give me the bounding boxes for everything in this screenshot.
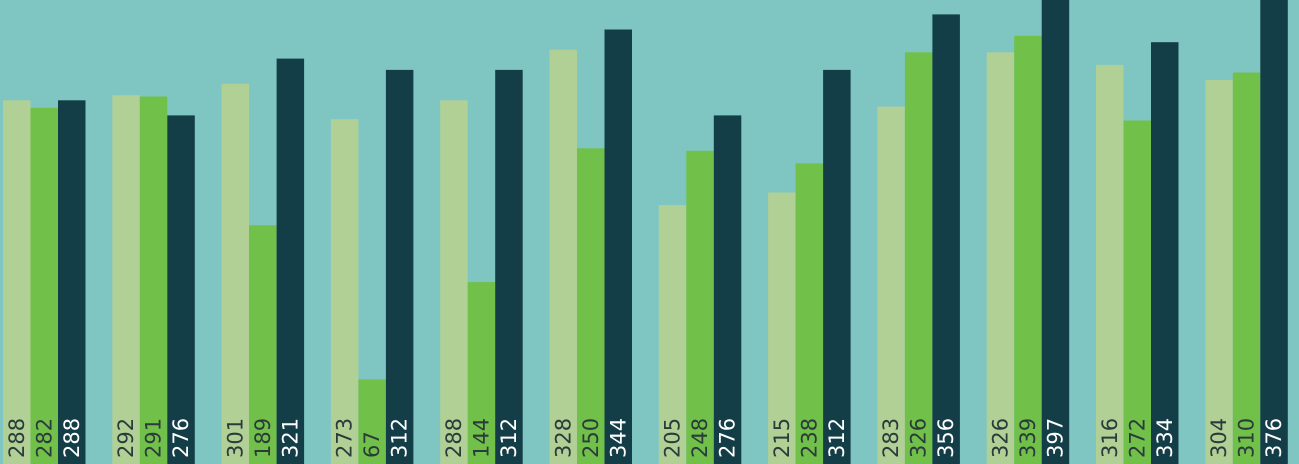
bar-label-s1-g5: 288 xyxy=(442,418,466,458)
bar-label-s2-g8: 238 xyxy=(797,418,821,458)
bar-s2-g5 xyxy=(467,282,496,464)
bar-label-s2-g3: 189 xyxy=(251,418,275,458)
bar-label-s3-g10: 397 xyxy=(1043,418,1067,458)
bar-s2-g7 xyxy=(686,150,714,464)
bar-label-s3-g3: 321 xyxy=(278,418,302,458)
bar-s2-g10 xyxy=(1014,35,1042,464)
bar-s1-g8 xyxy=(768,192,796,464)
bar-label-s2-g5: 144 xyxy=(469,418,493,458)
bar-label-s3-g2: 276 xyxy=(169,418,193,458)
bar-label-s2-g1: 282 xyxy=(32,418,56,458)
bar-s3-g8 xyxy=(823,69,851,464)
bar-s3-g2 xyxy=(167,115,195,464)
bar-label-s3-g8: 312 xyxy=(825,418,849,458)
bar-label-s2-g2: 291 xyxy=(142,418,166,458)
bar-label-s3-g6: 344 xyxy=(606,418,630,458)
bar-label-s2-g12: 310 xyxy=(1235,418,1259,458)
bar-label-s1-g9: 283 xyxy=(879,418,903,458)
bar-label-s3-g5: 312 xyxy=(497,418,521,458)
bar-label-s3-g4: 312 xyxy=(388,418,412,458)
bar-label-s1-g11: 316 xyxy=(1098,418,1122,458)
bar-s2-g6 xyxy=(577,148,605,464)
bar-s2-g4 xyxy=(358,379,386,464)
bar-s1-g2 xyxy=(112,95,140,464)
bar-label-s1-g6: 328 xyxy=(551,418,575,458)
bar-s2-g8 xyxy=(795,163,824,464)
bar-s2-g12 xyxy=(1232,72,1261,464)
bar-label-s1-g1: 288 xyxy=(5,418,29,458)
bar-s2-g2 xyxy=(139,96,168,464)
bar-s3-g12 xyxy=(1260,0,1288,464)
bar-s3-g11 xyxy=(1151,42,1179,464)
bar-s3-g7 xyxy=(713,115,742,464)
bar-s3-g4 xyxy=(385,69,414,464)
bar-s1-g6 xyxy=(549,49,577,464)
bar-s2-g3 xyxy=(249,225,277,464)
bar-label-s1-g8: 215 xyxy=(770,418,794,458)
bar-label-s2-g4: 67 xyxy=(360,431,384,458)
bar-s1-g1 xyxy=(3,100,31,464)
bar-s3-g1 xyxy=(58,100,86,464)
bar-s1-g10 xyxy=(986,52,1015,464)
bars-layer xyxy=(3,0,1288,464)
bar-label-s1-g10: 326 xyxy=(988,418,1012,458)
bar-label-s2-g10: 339 xyxy=(1016,418,1040,458)
bar-s3-g6 xyxy=(604,29,632,464)
bar-label-s2-g6: 250 xyxy=(579,418,603,458)
bar-label-s2-g9: 326 xyxy=(907,418,931,458)
bar-label-s3-g12: 376 xyxy=(1262,418,1286,458)
bar-s1-g11 xyxy=(1096,64,1124,464)
bar-label-s1-g3: 301 xyxy=(223,418,247,458)
bar-label-s1-g12: 304 xyxy=(1207,418,1231,458)
bar-s2-g1 xyxy=(30,107,58,464)
bar-s1-g5 xyxy=(440,100,468,464)
bar-s2-g9 xyxy=(904,52,933,464)
bar-s3-g3 xyxy=(276,58,305,464)
bar-label-s3-g1: 288 xyxy=(60,418,84,458)
bar-s3-g10 xyxy=(1041,0,1070,464)
bar-label-s1-g4: 273 xyxy=(333,418,357,458)
bar-s3-g5 xyxy=(495,69,523,464)
bar-s1-g3 xyxy=(221,83,250,464)
bar-s1-g7 xyxy=(658,205,687,464)
bar-label-s1-g7: 205 xyxy=(661,418,685,458)
bar-label-s3-g7: 276 xyxy=(716,418,740,458)
bar-s2-g11 xyxy=(1123,120,1151,464)
bar-label-s2-g11: 272 xyxy=(1125,418,1149,458)
bar-label-s3-g11: 334 xyxy=(1153,418,1177,458)
bar-label-s3-g9: 356 xyxy=(934,418,958,458)
bar-s1-g12 xyxy=(1205,80,1233,464)
bar-s1-g9 xyxy=(877,106,905,464)
bar-s3-g9 xyxy=(932,14,960,464)
bar-s1-g4 xyxy=(330,119,359,464)
bar-label-s1-g2: 292 xyxy=(114,418,138,458)
bar-label-s2-g7: 248 xyxy=(688,418,712,458)
